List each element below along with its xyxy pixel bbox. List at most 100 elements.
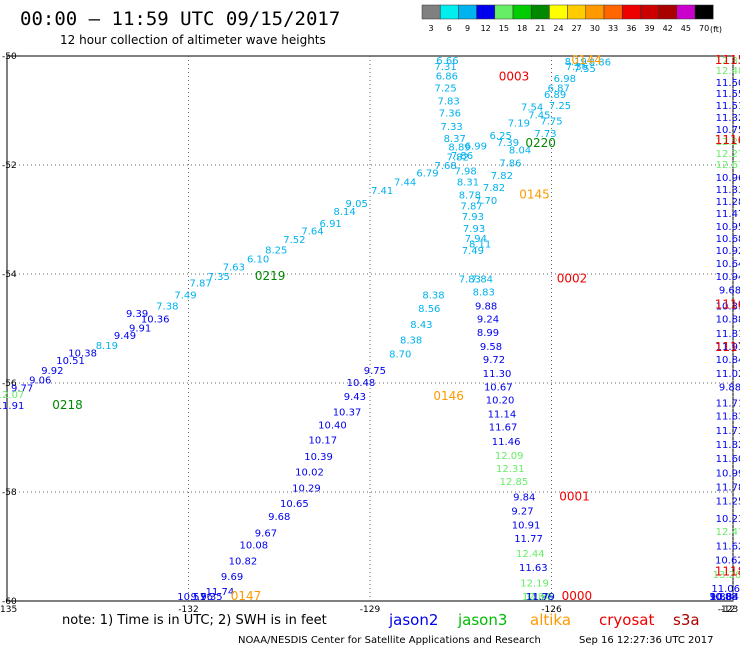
wave-height-label: 10.68 [716,234,740,245]
pass-time-label: 1115 [715,53,740,67]
wave-height-label: 9.43 [344,392,366,403]
wave-height-label: 10.48 [347,378,376,389]
grid [7,56,734,601]
footer-timestamp: Sep 16 12:27:36 UTC 2017 [579,635,713,646]
wave-height-label: 9.39 [126,309,148,320]
wave-height-label: 10.39 [304,452,333,463]
color-scale-unit: (ft) [710,25,722,34]
color-scale-swatch [621,4,641,20]
wave-height-label: 8.38 [400,335,422,346]
color-scale-label: 9 [465,24,470,33]
footer-credit: NOAA/NESDIS Center for Satellite Applica… [238,635,541,646]
wave-height-label: 7.52 [283,235,305,246]
wave-height-label: 11.77 [514,534,543,545]
y-tick-label: -60 [2,597,17,607]
wave-height-label: 9.77 [11,383,33,394]
y-tick-label: -52 [2,161,17,171]
color-scale-label: 36 [626,24,636,33]
color-scale-label: 3 [429,24,434,33]
wave-height-label: 10.82 [229,557,258,568]
wave-height-label: 6.86 [436,72,458,83]
wave-height-label: 7.45 [528,110,550,121]
color-scale-label: 21 [535,24,545,33]
color-scale-swatch [494,4,514,20]
wave-height-label: 10.84 [716,355,740,366]
wave-height-label: 11.71 [716,399,740,410]
wave-height-label: 10.51 [177,592,206,603]
chart-subtitle: 12 hour collection of altimeter wave hei… [60,33,326,47]
x-tick-label: -135 [0,605,17,615]
pass-time-label: 0218 [52,398,83,412]
wave-height-label: 12.07 [0,390,24,401]
wave-height-label: 12.31 [496,464,525,475]
wave-height-label: 7.25 [434,84,456,95]
satellite-legend-s3a: s3a [673,611,700,629]
wave-height-label: 7.55 [574,64,596,75]
pass-time-label: 0147 [231,589,262,603]
wave-height-label: 8.99 [477,328,499,339]
wave-height-label: 12.47 [716,527,740,538]
wave-height-label: 9.67 [255,528,277,539]
pass-time-label: 1118 [715,565,740,579]
color-scale-label: 15 [499,24,509,33]
wave-height-label: 10.38 [68,348,97,359]
color-scale-swatch [676,4,696,20]
wave-height-label: 11.06 [711,584,740,595]
wave-height-label: 8.31 [457,177,479,188]
wave-height-label: 11.96 [525,592,554,603]
wave-height-label: 9.80 [710,592,732,603]
wave-height-label: 11.79 [526,592,555,603]
color-scale-swatch [658,4,678,20]
x-tick-label: -123 [718,605,738,615]
pass-time-label: 0220 [525,136,556,150]
wave-height-label: 8.83 [473,287,495,298]
wave-height-label: 12.32 [716,56,740,67]
chart-title: 00:00 – 11:59 UTC 09/15/2017 [20,8,340,30]
wave-height-label: 10.84 [710,592,739,603]
wave-height-label: 12.24 [716,137,740,148]
wave-height-label: 11.32 [716,113,740,124]
wave-height-label: 10.91 [512,521,541,532]
wave-height-label: 8.89 [448,142,470,153]
axis-ticks: -135 -132 -129 -126 -123-12 -50 -52 -54 -56 -58 -6… [0,52,738,615]
x-tick-label: -12 [721,605,736,615]
wave-height-label: 9.91 [129,323,151,334]
wave-height-label: 12.84 [522,592,551,603]
color-scale-label: 18 [517,24,527,33]
wave-height-label: 9.84 [513,492,535,503]
wave-height-label: 11.63 [519,563,548,574]
wave-height-label: 8.38 [422,291,444,302]
wave-height-label: 7.93 [463,224,485,235]
wave-height-label: 10.17 [308,436,337,447]
wave-height-label: 10.96 [716,173,740,184]
color-scale-swatch [530,4,550,20]
wave-height-label: 6.91 [320,219,342,230]
pass-time-label: 0219 [255,269,286,283]
wave-height-label: 12.27 [716,149,740,160]
wave-height-label: 11.46 [492,437,521,448]
pass-time-label: 0144 [571,53,602,67]
wave-height-label: 9.27 [511,507,533,518]
satellite-legend: jason2 jason3 altika cryosat s3a [388,611,700,629]
wave-height-label: 7.31 [434,62,456,73]
wave-height-label: 7.83 [438,97,460,108]
wave-height-label: 11.25 [716,497,740,508]
color-scale-label: 30 [590,24,600,33]
wave-height-label: 10.08 [240,540,269,551]
wave-height-label: 7.82 [483,183,505,194]
wave-height-label: 7.19 [508,118,530,129]
wave-height-label: 7.64 [301,226,323,237]
wave-height-label: 7.49 [174,291,196,302]
wave-height-label: 11.81 [716,329,740,340]
data-labels: 8.19 8.867.367.556.986.876.897.257.547.45… [0,53,740,603]
wave-height-label: 7.35 [208,272,230,283]
wave-height-label: 8.43 [410,320,432,331]
wave-height-label: 7.38 [156,302,178,313]
color-scale-label: 70 [699,24,709,33]
wave-height-label: 8.14 [333,207,355,218]
wave-height-label: 10.88 [716,315,740,326]
wave-height-label: 9.72 [483,355,505,366]
wave-height-label: 6.87 [548,84,570,95]
wave-height-label: 7.86 [451,151,473,162]
wave-height-label: 10.94 [716,272,740,283]
